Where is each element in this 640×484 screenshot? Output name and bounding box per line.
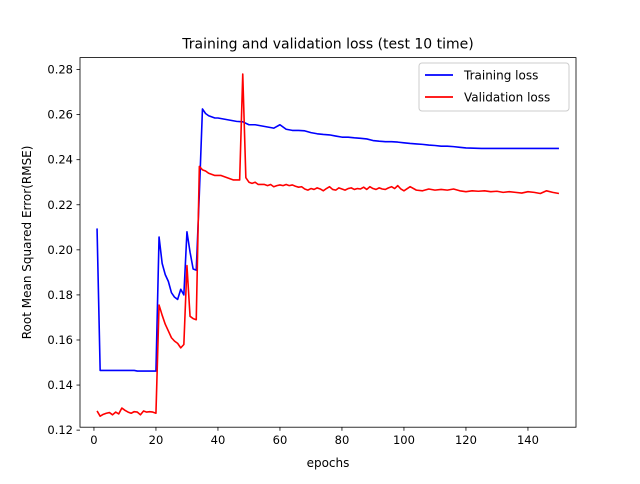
x-tick-label: 140 [517, 433, 539, 447]
series-layer [96, 73, 560, 417]
y-tick-label: 0.16 [47, 333, 73, 347]
legend-box [418, 62, 570, 112]
legend-label-training: Training loss [463, 69, 538, 83]
y-axis-label: Root Mean Squared Error(RMSE) [20, 146, 34, 340]
x-tick-label: 0 [90, 433, 97, 447]
y-tick-label: 0.18 [47, 288, 73, 302]
y-tick-label: 0.14 [47, 378, 73, 392]
x-tick-label: 40 [211, 433, 226, 447]
x-tick-label: 80 [335, 433, 350, 447]
chart-title: Training and validation loss (test 10 ti… [181, 37, 474, 53]
legend: Training loss Validation loss [418, 62, 570, 112]
legend-label-validation: Validation loss [464, 91, 550, 105]
series-line-training [96, 108, 559, 372]
x-tick-label: 60 [273, 433, 288, 447]
y-tick-label: 0.26 [47, 108, 73, 122]
y-tick-label: 0.12 [47, 423, 73, 437]
x-tick-label: 100 [393, 433, 415, 447]
x-axis-label: epochs [307, 456, 350, 470]
x-tick-label: 20 [149, 433, 164, 447]
x-axis-ticks: 0 20 40 60 80 100 120 140 [90, 427, 539, 447]
plot-frame [79, 57, 577, 428]
x-tick-label: 120 [455, 433, 477, 447]
y-tick-label: 0.22 [47, 198, 73, 212]
y-tick-label: 0.28 [47, 63, 73, 77]
series-line-validation [96, 73, 560, 417]
y-tick-label: 0.20 [47, 243, 73, 257]
y-axis-ticks: 0.12 0.14 0.16 0.18 0.20 0.22 0.24 0.26 0.28 [47, 63, 80, 437]
y-tick-label: 0.24 [47, 153, 73, 167]
